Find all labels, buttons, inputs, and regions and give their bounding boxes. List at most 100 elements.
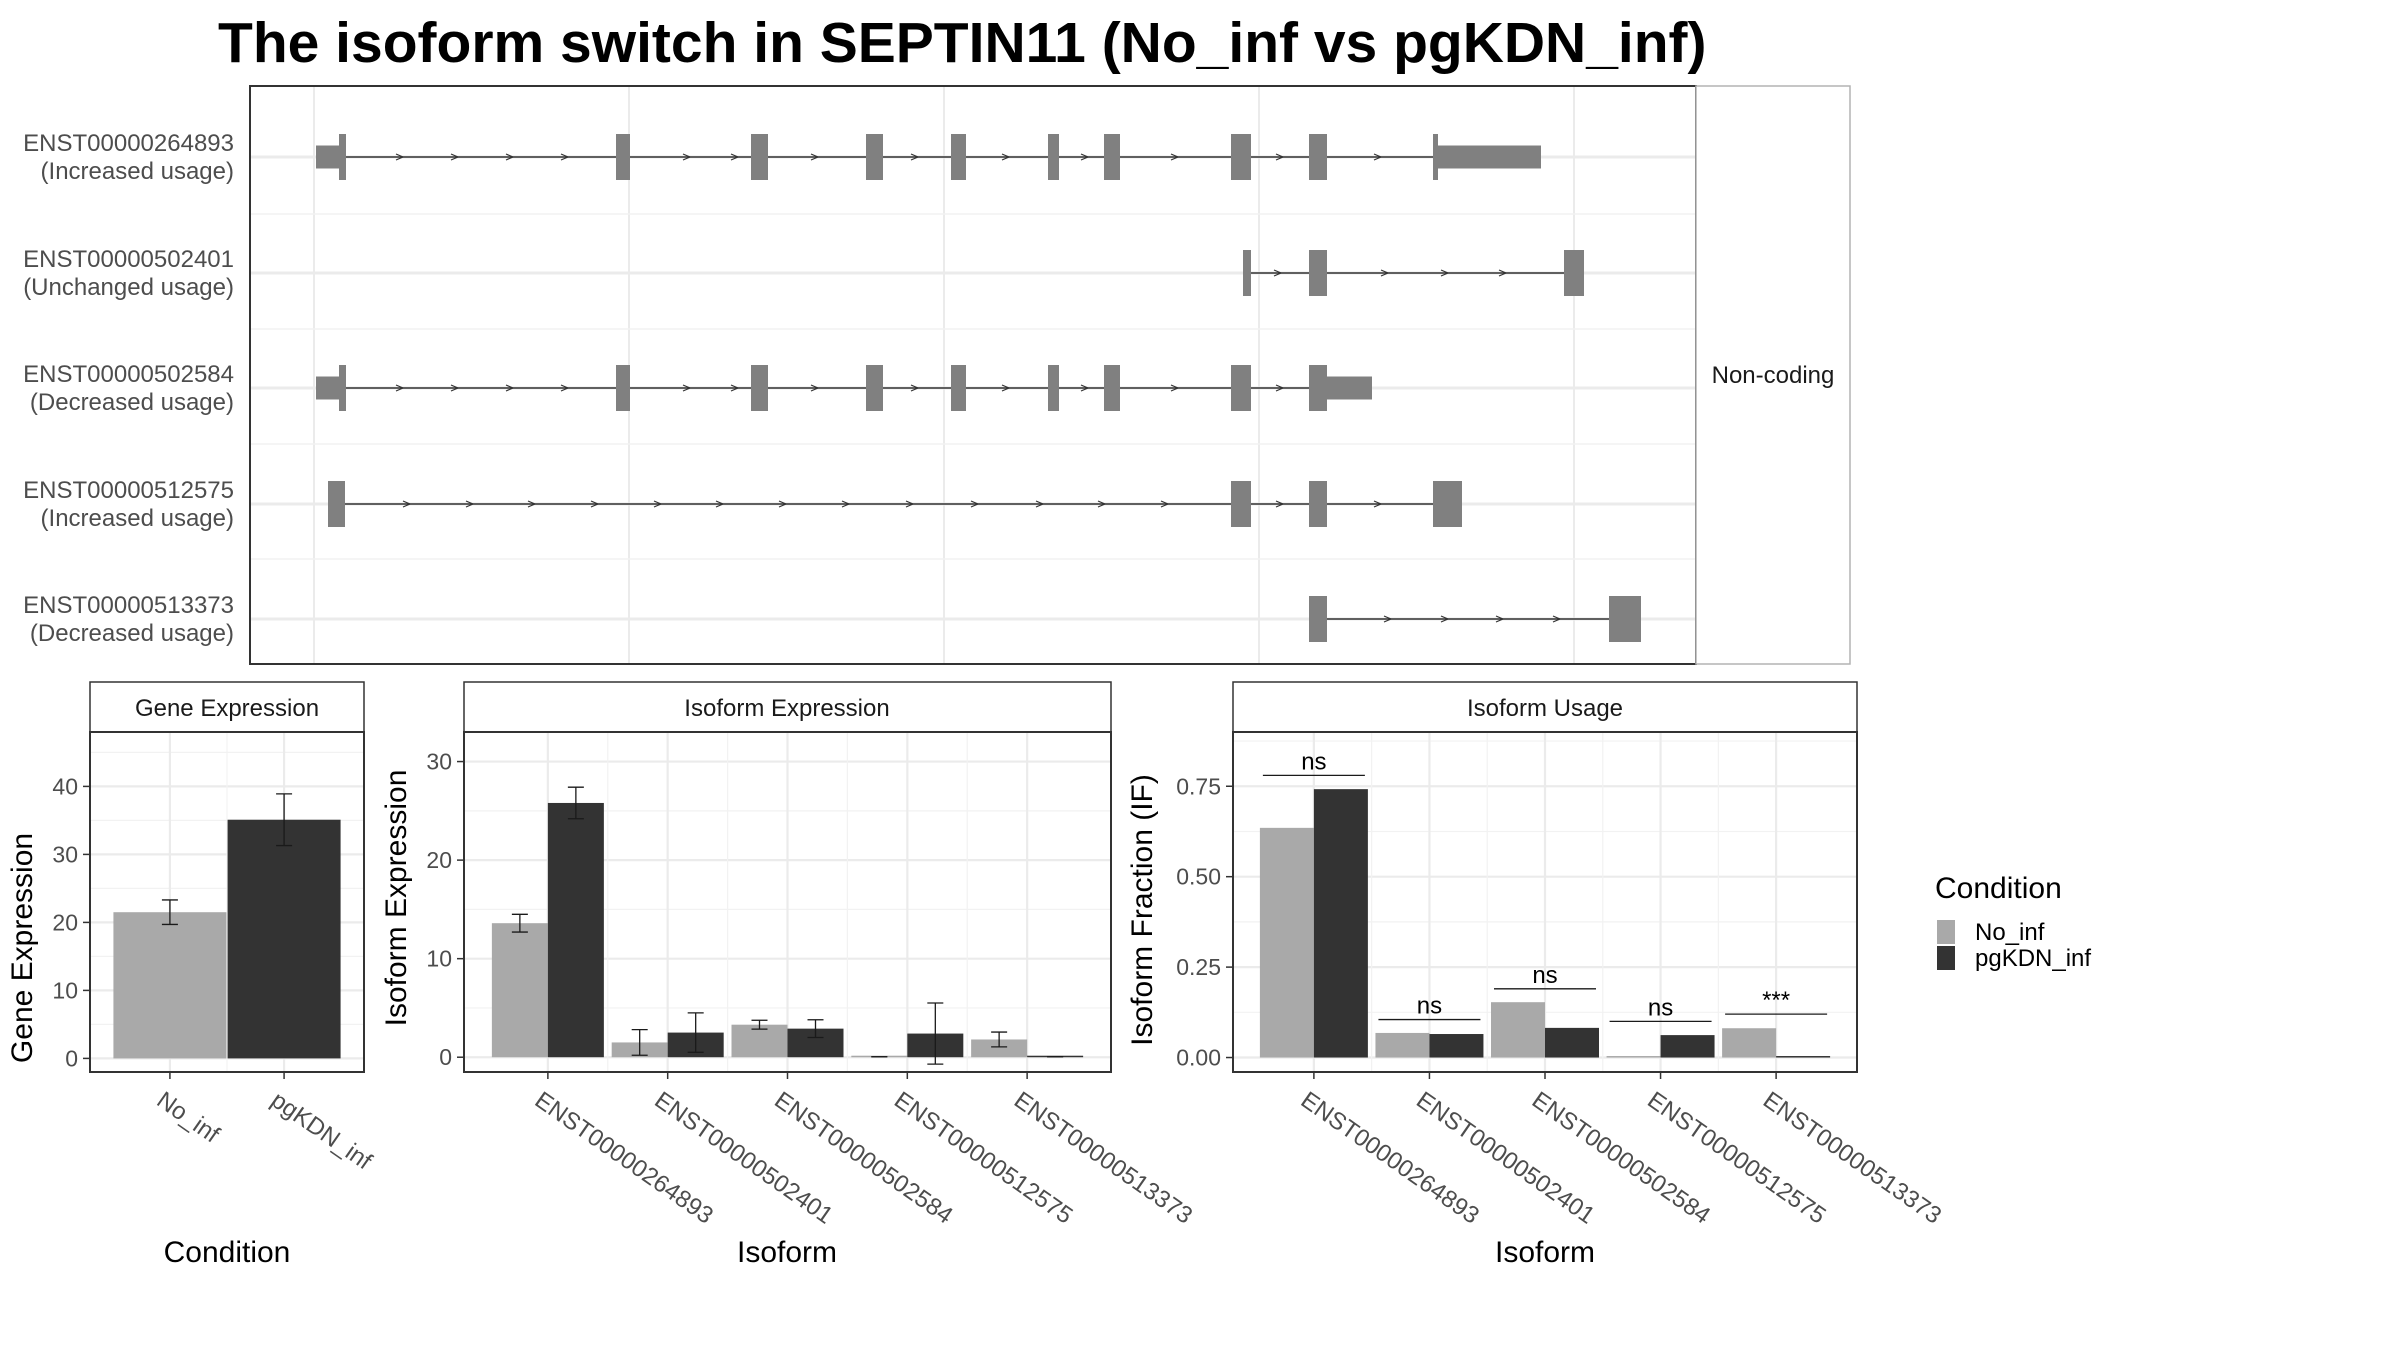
significance-label: ns bbox=[1417, 993, 1442, 1020]
y-tick-label: 10 bbox=[52, 977, 78, 1003]
transcript-ENST00000264893 bbox=[316, 134, 1541, 180]
bar-No_inf-ENST00000264893 bbox=[1259, 827, 1314, 1058]
coding-exon bbox=[951, 134, 966, 180]
strand-arrow-icon bbox=[730, 153, 740, 161]
y-tick-label: 30 bbox=[426, 749, 452, 775]
transcript-id-label: ENST00000502584 bbox=[23, 361, 234, 388]
strand-arrow-icon bbox=[1552, 615, 1562, 623]
coding-exon bbox=[1309, 596, 1327, 642]
bar-pgKDN_inf-ENST00000513373 bbox=[1776, 1056, 1831, 1058]
strand-arrow-icon bbox=[395, 153, 405, 161]
coding-exon bbox=[1231, 481, 1251, 527]
strand-arrow-icon bbox=[1275, 500, 1285, 508]
plot-border bbox=[89, 731, 365, 1073]
bar-No_inf-ENST00000513373 bbox=[971, 1039, 1028, 1058]
legend-label-no-inf: No_inf bbox=[1975, 919, 2045, 946]
bars bbox=[113, 793, 341, 1059]
x-tick-label: No_inf bbox=[152, 1087, 225, 1149]
strand-arrow-icon bbox=[1170, 153, 1180, 161]
bar-pgKDN_inf-ENST00000264893 bbox=[1313, 789, 1368, 1058]
bar-No_inf-ENST00000502584 bbox=[1491, 1002, 1545, 1058]
y-tick-label: 0 bbox=[65, 1045, 78, 1071]
transcript-id-label: ENST00000512575 bbox=[23, 477, 234, 504]
transcript-id-label: ENST00000513373 bbox=[23, 592, 234, 619]
strand-arrow-icon bbox=[1001, 384, 1011, 392]
strand-arrow-icon bbox=[1080, 384, 1090, 392]
transcript-usage-label: (Increased usage) bbox=[41, 505, 234, 532]
error-bar bbox=[991, 1031, 1008, 1048]
gene-expression-strip-label: Gene Expression bbox=[135, 695, 319, 722]
bar-pgKDN_inf-ENST00000264893 bbox=[547, 802, 604, 1058]
strand-arrow-icon bbox=[1373, 153, 1383, 161]
transcript-id-label: ENST00000502401 bbox=[23, 246, 234, 273]
utr-exon bbox=[316, 376, 339, 400]
y-tick-label: 0.00 bbox=[1176, 1045, 1221, 1071]
coding-exon bbox=[866, 365, 883, 411]
legend-label-pgkdn-inf: pgKDN_inf bbox=[1975, 945, 2091, 972]
strand-arrow-icon bbox=[910, 153, 920, 161]
utr-exon bbox=[316, 145, 339, 169]
coding-exon bbox=[1231, 134, 1251, 180]
figure-title: The isoform switch in SEPTIN11 (No_inf v… bbox=[218, 11, 1707, 75]
strand-arrow-icon bbox=[1440, 615, 1450, 623]
strand-arrow-icon bbox=[1373, 500, 1383, 508]
coding-exon bbox=[339, 134, 346, 180]
strand-arrow-icon bbox=[527, 500, 537, 508]
strand-arrow-icon bbox=[1001, 153, 1011, 161]
transcript-ENST00000502401 bbox=[1243, 250, 1584, 296]
y-tick-label: 30 bbox=[52, 841, 78, 867]
strand-arrow-icon bbox=[1380, 269, 1390, 277]
coding-exon bbox=[1048, 365, 1059, 411]
gene-expression-y-title: Gene Expression bbox=[6, 833, 39, 1063]
structure-facet-strip bbox=[1695, 85, 1851, 665]
bar-No_inf-ENST00000513373 bbox=[1722, 1028, 1777, 1058]
error-bar bbox=[161, 899, 178, 926]
strand-arrow-icon bbox=[1440, 269, 1450, 277]
coding-exon bbox=[1433, 481, 1462, 527]
coding-exon bbox=[951, 365, 966, 411]
utr-exon bbox=[1438, 145, 1541, 169]
strand-arrow-icon bbox=[1160, 500, 1170, 508]
coding-exon bbox=[1564, 250, 1584, 296]
facet-label-non-coding: Non-coding bbox=[1712, 362, 1835, 389]
bar-No_inf-ENST00000502584 bbox=[731, 1024, 788, 1058]
strand-arrow-icon bbox=[395, 384, 405, 392]
strand-arrow-icon bbox=[730, 384, 740, 392]
transcript-usage-label: (Decreased usage) bbox=[30, 389, 234, 416]
error-bar bbox=[687, 1012, 704, 1053]
bar-No_inf-ENST00000512575 bbox=[1606, 1056, 1661, 1058]
coding-exon bbox=[1433, 134, 1438, 180]
y-tick-label: 0.75 bbox=[1176, 773, 1221, 799]
bar-No_inf-ENST00000502401 bbox=[1375, 1032, 1430, 1058]
isoform-usage-y-title: Isoform Fraction (IF) bbox=[1126, 774, 1159, 1046]
bar-pgKDN_inf-ENST00000502584 bbox=[1545, 1027, 1599, 1058]
strand-arrow-icon bbox=[1035, 500, 1045, 508]
strand-arrow-icon bbox=[1097, 500, 1107, 508]
strand-arrow-icon bbox=[560, 153, 570, 161]
isoform-usage-x-title: Isoform bbox=[1495, 1236, 1595, 1269]
structure-panel-border bbox=[249, 85, 1697, 665]
bar-No_inf-No_inf bbox=[113, 912, 227, 1059]
strand-arrow-icon bbox=[1080, 153, 1090, 161]
strand-arrow-icon bbox=[778, 500, 788, 508]
y-tick-label: 0.50 bbox=[1176, 864, 1221, 890]
strand-arrow-icon bbox=[402, 500, 412, 508]
legend-title: Condition bbox=[1935, 872, 2062, 905]
coding-exon bbox=[1104, 365, 1120, 411]
legend-key-no-inf bbox=[1937, 920, 1955, 944]
strand-arrow-icon bbox=[682, 153, 692, 161]
y-tick-label: 0.25 bbox=[1176, 954, 1221, 980]
coding-exon bbox=[1048, 134, 1059, 180]
strand-arrow-icon bbox=[810, 384, 820, 392]
x-tick-label: pgKDN_inf bbox=[266, 1087, 377, 1176]
y-tick-label: 40 bbox=[52, 773, 78, 799]
strand-arrow-icon bbox=[505, 384, 515, 392]
strand-arrow-icon bbox=[505, 153, 515, 161]
coding-exon bbox=[866, 134, 883, 180]
strand-arrow-icon bbox=[910, 384, 920, 392]
transcript-usage-label: (Decreased usage) bbox=[30, 620, 234, 647]
strand-arrow-icon bbox=[590, 500, 600, 508]
gene-expression-panel: Gene Expression 0 10 20 30 40 No_inf pgKDN_inf… bbox=[6, 681, 377, 1269]
strand-arrow-icon bbox=[1383, 615, 1393, 623]
